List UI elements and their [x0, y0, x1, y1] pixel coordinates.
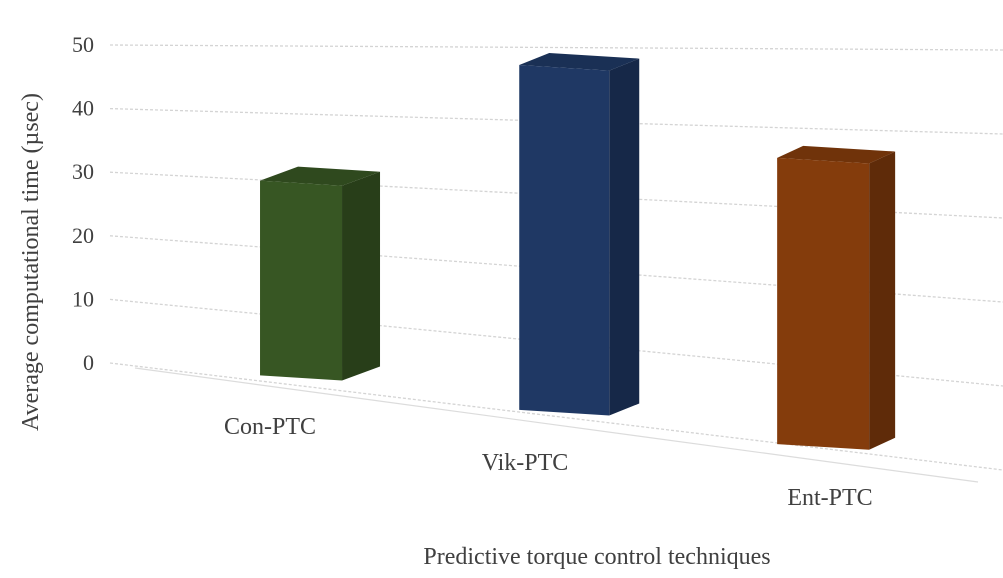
x-axis-categories: Con-PTC Vik-PTC Ent-PTC	[224, 414, 873, 511]
y-tick-label: 10	[72, 286, 94, 311]
x-category-label: Vik-PTC	[482, 450, 569, 476]
y-axis-title: Average computational time (µsec)	[18, 93, 44, 431]
bars	[260, 52, 896, 450]
bar-vik-ptc	[519, 52, 640, 416]
y-tick-label: 40	[72, 96, 94, 121]
x-category-label: Ent-PTC	[787, 485, 872, 511]
y-tick-label: 30	[72, 159, 94, 184]
bar-side	[869, 151, 896, 450]
bar-front	[519, 64, 610, 416]
bar-top	[777, 145, 896, 164]
bar-ent-ptc	[777, 145, 896, 450]
bar-front	[777, 157, 870, 450]
bar-side	[609, 58, 640, 416]
x-category-label: Con-PTC	[224, 414, 316, 440]
gridline-50	[109, 44, 1003, 51]
y-tick-label: 20	[72, 223, 94, 248]
bar-side	[342, 171, 381, 381]
y-tick-label: 50	[72, 32, 94, 57]
bar-top	[519, 52, 640, 71]
y-axis-ticks: 0 10 20 30 40 50	[72, 32, 94, 375]
floor-edge	[134, 367, 979, 483]
bar-con-ptc	[260, 166, 381, 381]
y-tick-label: 0	[83, 350, 94, 375]
bar-top	[260, 166, 381, 186]
bar-front	[260, 180, 343, 381]
x-axis-title: Predictive torque control techniques	[423, 544, 770, 570]
